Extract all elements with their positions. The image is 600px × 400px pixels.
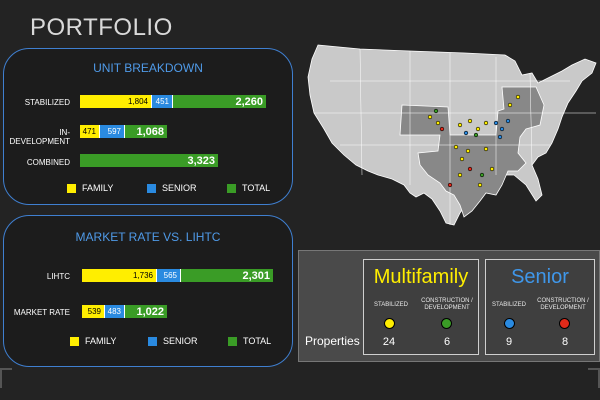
yellow-property-markers <box>427 94 521 188</box>
market-vs-lihtc-panel: MARKET RATE VS. LIHTC LIHTC 1,736 565 2,… <box>3 215 293 367</box>
senior-swatch <box>148 336 157 346</box>
properties-row-label: Properties <box>305 334 360 348</box>
us-property-map <box>307 44 597 226</box>
total-swatch <box>228 336 237 346</box>
total-swatch <box>227 183 236 193</box>
stabilized-senior-segment: 451 <box>151 95 172 108</box>
multifamily-title: Multifamily <box>373 266 469 288</box>
multifamily-construction-label: CONSTRUCTION / DEVELOPMENT <box>421 298 473 311</box>
stabilized-total-segment: 2,260 <box>172 95 266 108</box>
senior-legend-label: SENIOR <box>162 183 197 193</box>
red-dot-icon <box>559 318 570 329</box>
family-legend-label: FAMILY <box>82 183 114 193</box>
combined-bar: 3,323 <box>80 154 218 167</box>
unit-breakdown-panel: UNIT BREAKDOWN STABILIZED 1,804 451 2,26… <box>3 48 293 205</box>
total-legend-label: TOTAL <box>243 336 272 346</box>
stabilized-label: STABILIZED <box>24 98 70 107</box>
corner-bracket-right <box>588 368 600 388</box>
in-development-senior-segment: 597 <box>99 125 124 138</box>
market-rate-family-segment: 539 <box>82 305 104 318</box>
senior-legend-label: SENIOR <box>163 336 198 346</box>
family-legend-label: FAMILY <box>85 336 117 346</box>
combined-total-segment: 3,323 <box>80 154 218 167</box>
market-rate-total-segment: 1,022 <box>124 305 167 318</box>
properties-panel: Properties Multifamily STABILIZED CONSTR… <box>298 250 600 362</box>
lihtc-bar: 1,736 565 2,301 <box>82 269 273 282</box>
family-swatch <box>67 183 76 193</box>
red-property-markers <box>439 126 473 188</box>
lihtc-total-segment: 2,301 <box>180 269 273 282</box>
yellow-dot-icon <box>384 318 395 329</box>
senior-swatch <box>147 183 156 193</box>
market-rate-senior-segment: 483 <box>104 305 124 318</box>
family-swatch <box>70 336 79 346</box>
total-legend-label: TOTAL <box>242 183 271 193</box>
in-development-label: IN-DEVELOPMENT <box>9 128 70 146</box>
senior-stabilized-label: STABILIZED <box>492 302 526 308</box>
stabilized-bar: 1,804 451 2,260 <box>80 95 266 108</box>
lihtc-label: LIHTC <box>46 272 70 281</box>
lihtc-family-segment: 1,736 <box>82 269 156 282</box>
multifamily-stabilized-label: STABILIZED <box>374 302 408 308</box>
market-legend-family: FAMILY <box>70 336 116 346</box>
multifamily-construction-count: 6 <box>443 336 451 348</box>
corner-bracket-left <box>0 368 12 388</box>
market-rate-bar: 539 483 1,022 <box>82 305 167 318</box>
market-legend-senior: SENIOR <box>148 336 198 346</box>
multifamily-box: Multifamily STABILIZED CONSTRUCTION / DE… <box>363 259 479 355</box>
multifamily-stabilized-count: 24 <box>382 336 396 348</box>
combined-label: COMBINED <box>26 158 70 167</box>
senior-stabilized-count: 9 <box>505 336 513 348</box>
unit-breakdown-legend-family: FAMILY <box>67 183 113 193</box>
market-legend-total: TOTAL <box>228 336 271 346</box>
lihtc-senior-segment: 565 <box>156 269 180 282</box>
blue-dot-icon <box>504 318 515 329</box>
senior-construction-label: CONSTRUCTION / DEVELOPMENT <box>537 298 589 311</box>
stabilized-family-segment: 1,804 <box>80 95 151 108</box>
green-property-markers <box>433 108 485 178</box>
unit-breakdown-legend-senior: SENIOR <box>147 183 197 193</box>
senior-box: Senior STABILIZED CONSTRUCTION / DEVELOP… <box>485 259 595 355</box>
market-rate-label: MARKET RATE <box>13 308 70 317</box>
market-vs-lihtc-title: MARKET RATE VS. LIHTC <box>75 230 221 244</box>
senior-construction-count: 8 <box>561 336 569 348</box>
state-borders <box>314 48 596 225</box>
in-development-total-segment: 1,068 <box>124 125 167 138</box>
in-development-family-segment: 471 <box>80 125 99 138</box>
senior-title: Senior <box>511 266 569 288</box>
blue-property-markers <box>463 118 511 140</box>
page-title: PORTFOLIO <box>30 14 173 41</box>
unit-breakdown-title: UNIT BREAKDOWN <box>93 61 203 75</box>
green-dot-icon <box>441 318 452 329</box>
unit-breakdown-legend-total: TOTAL <box>227 183 270 193</box>
in-development-bar: 471 597 1,068 <box>80 125 167 138</box>
